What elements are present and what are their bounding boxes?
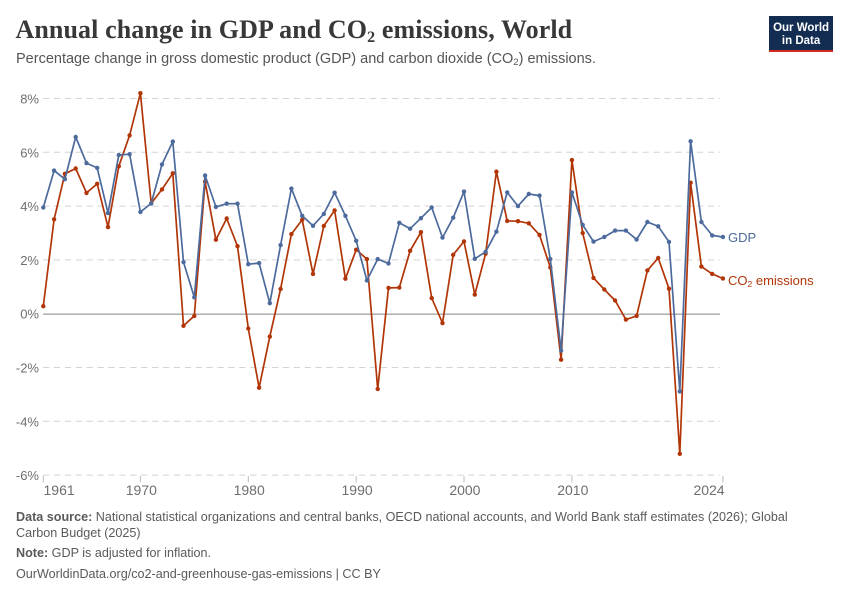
svg-text:1980: 1980 [234,482,265,498]
svg-text:4%: 4% [20,199,39,214]
svg-text:2%: 2% [20,253,39,268]
svg-text:1970: 1970 [126,482,157,498]
svg-text:2010: 2010 [557,482,588,498]
svg-text:-2%: -2% [16,361,40,376]
svg-text:2000: 2000 [449,482,480,498]
svg-text:-6%: -6% [16,468,40,483]
svg-text:-4%: -4% [16,414,40,429]
svg-text:1961: 1961 [44,482,75,498]
svg-text:GDP: GDP [728,230,756,245]
svg-text:CO2 emissions: CO2 emissions [728,273,814,289]
svg-text:8%: 8% [20,92,39,107]
svg-text:1990: 1990 [342,482,373,498]
svg-text:0%: 0% [20,307,39,322]
svg-text:6%: 6% [20,145,39,160]
svg-text:2024: 2024 [693,482,724,498]
